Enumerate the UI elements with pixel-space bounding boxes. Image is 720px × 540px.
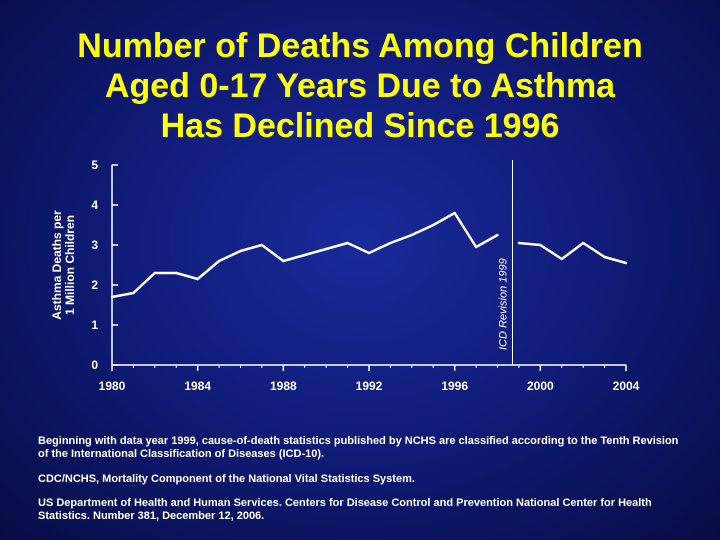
y-axis-label-line-2: 1 Million Children	[63, 215, 77, 315]
data-point	[474, 245, 478, 249]
x-tick-label: 2004	[613, 379, 640, 393]
data-point	[346, 241, 349, 245]
data-point	[389, 241, 392, 245]
data-point	[324, 247, 328, 251]
data-point	[432, 223, 435, 227]
data-point	[624, 261, 628, 265]
y-tick-label: 0	[91, 358, 98, 372]
data-point	[367, 251, 371, 255]
x-tick-label: 1984	[184, 379, 211, 393]
x-tick-label: 1988	[270, 379, 297, 393]
title-line-1: Number of Deaths Among Children	[77, 27, 643, 65]
series-lines	[110, 211, 628, 299]
chart-title: Number of Deaths Among Children Aged 0-1…	[0, 26, 720, 146]
series-line-after-1999	[518, 241, 627, 265]
data-point	[132, 291, 135, 295]
title-line-2: Aged 0-17 Years Due to Asthma	[104, 67, 616, 105]
data-point	[496, 233, 499, 237]
x-tick-label: 1996	[441, 379, 468, 393]
chart-axes	[111, 164, 627, 371]
x-tick-label: 2000	[527, 379, 554, 393]
data-point	[217, 259, 221, 263]
data-point	[175, 271, 178, 275]
y-tick-labels: 0 1 2 3 4 5	[91, 158, 98, 372]
title-line-3: Has Declined Since 1996	[160, 107, 560, 145]
icd-revision-marker: ICD Revision 1999	[497, 160, 513, 365]
y-tick-label: 1	[91, 318, 98, 332]
data-point	[581, 241, 585, 245]
x-tick-label: 1980	[99, 379, 126, 393]
data-point	[539, 243, 542, 247]
y-tick-label: 3	[91, 238, 98, 252]
data-point	[282, 259, 285, 263]
data-point	[603, 255, 606, 259]
revision-note: Beginning with data year 1999, cause-of-…	[38, 435, 679, 460]
source-note-1: CDC/NCHS, Mortality Component of the Nat…	[38, 473, 415, 485]
data-point	[153, 271, 157, 275]
data-point	[260, 243, 264, 247]
icd-revision-label: ICD Revision 1999	[497, 258, 509, 350]
data-point	[196, 277, 199, 281]
y-axis-label-line-1: Asthma Deaths per	[50, 210, 64, 320]
data-point	[517, 241, 521, 245]
x-tick-label: 1992	[356, 379, 383, 393]
data-point	[560, 257, 563, 261]
y-tick-label: 2	[91, 278, 98, 292]
y-tick-label: 4	[91, 198, 98, 212]
y-tick-label: 5	[91, 158, 98, 172]
source-note-2: US Department of Health and Human Servic…	[38, 497, 652, 522]
data-point	[453, 211, 456, 215]
x-tick-labels: 1980 1984 1988 1992 1996 2000 2004	[99, 379, 640, 393]
data-point	[110, 295, 114, 299]
data-point	[410, 233, 414, 237]
data-point	[303, 253, 306, 257]
y-axis-label: Asthma Deaths per 1 Million Children	[50, 210, 77, 320]
data-point	[239, 249, 242, 253]
